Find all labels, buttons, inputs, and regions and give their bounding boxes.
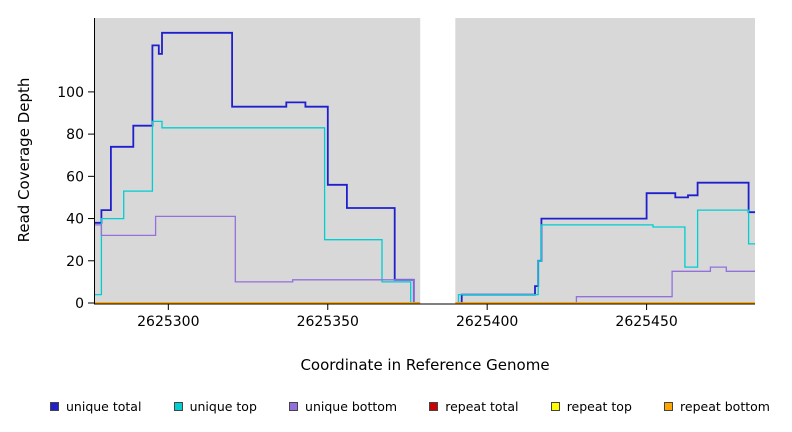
- legend-label: repeat total: [445, 399, 519, 414]
- x-tick-label: 2625300: [137, 314, 199, 330]
- legend-item-repeat-top: repeat top: [550, 399, 632, 414]
- legend-swatch-repeat-bottom: [664, 402, 674, 411]
- x-tick-label: 2625450: [615, 314, 677, 330]
- series-line-unique-bottom: [95, 215, 755, 304]
- x-tick-label: 2625350: [297, 314, 359, 330]
- series-line-unique-total: [95, 31, 755, 304]
- legend-item-unique-bottom: unique bottom: [289, 399, 397, 414]
- no-data-gap-band: [420, 10, 456, 304]
- y-tick-label: 100: [57, 85, 84, 101]
- legend-item-unique-total: unique total: [50, 399, 141, 414]
- legend-label: repeat bottom: [680, 399, 770, 414]
- legend-swatch-repeat-total: [429, 402, 439, 411]
- legend-swatch-unique-top: [173, 402, 183, 411]
- legend-label: repeat top: [566, 399, 632, 414]
- y-tick-label: 0: [75, 296, 84, 312]
- legend-label: unique bottom: [305, 399, 398, 414]
- y-tick-label: 20: [66, 254, 84, 270]
- x-tick-label: 2625400: [456, 314, 518, 330]
- legend-item-unique-top: unique top: [173, 399, 257, 414]
- legend-label: unique total: [66, 399, 142, 414]
- legend-swatch-unique-total: [50, 402, 59, 411]
- legend-item-repeat-total: repeat total: [429, 399, 519, 414]
- y-tick-label: 40: [66, 212, 84, 228]
- legend-swatch-unique-bottom: [289, 402, 299, 411]
- legend-label: unique top: [189, 399, 257, 414]
- plot-canvas: 2625300 2625350 2625400 2625450 0 20 40 60 80 100: [57, 10, 755, 330]
- y-tick-label: 80: [66, 127, 84, 143]
- legend-item-repeat-bottom: repeat bottom: [664, 399, 770, 414]
- legend: unique total unique top unique bottom repea…: [0, 399, 792, 414]
- y-tick-label: 60: [66, 169, 84, 185]
- x-axis-title: Coordinate in Reference Genome: [300, 356, 550, 374]
- legend-swatch-repeat-top: [550, 402, 560, 411]
- y-axis-title: Read Coverage Depth: [15, 77, 33, 243]
